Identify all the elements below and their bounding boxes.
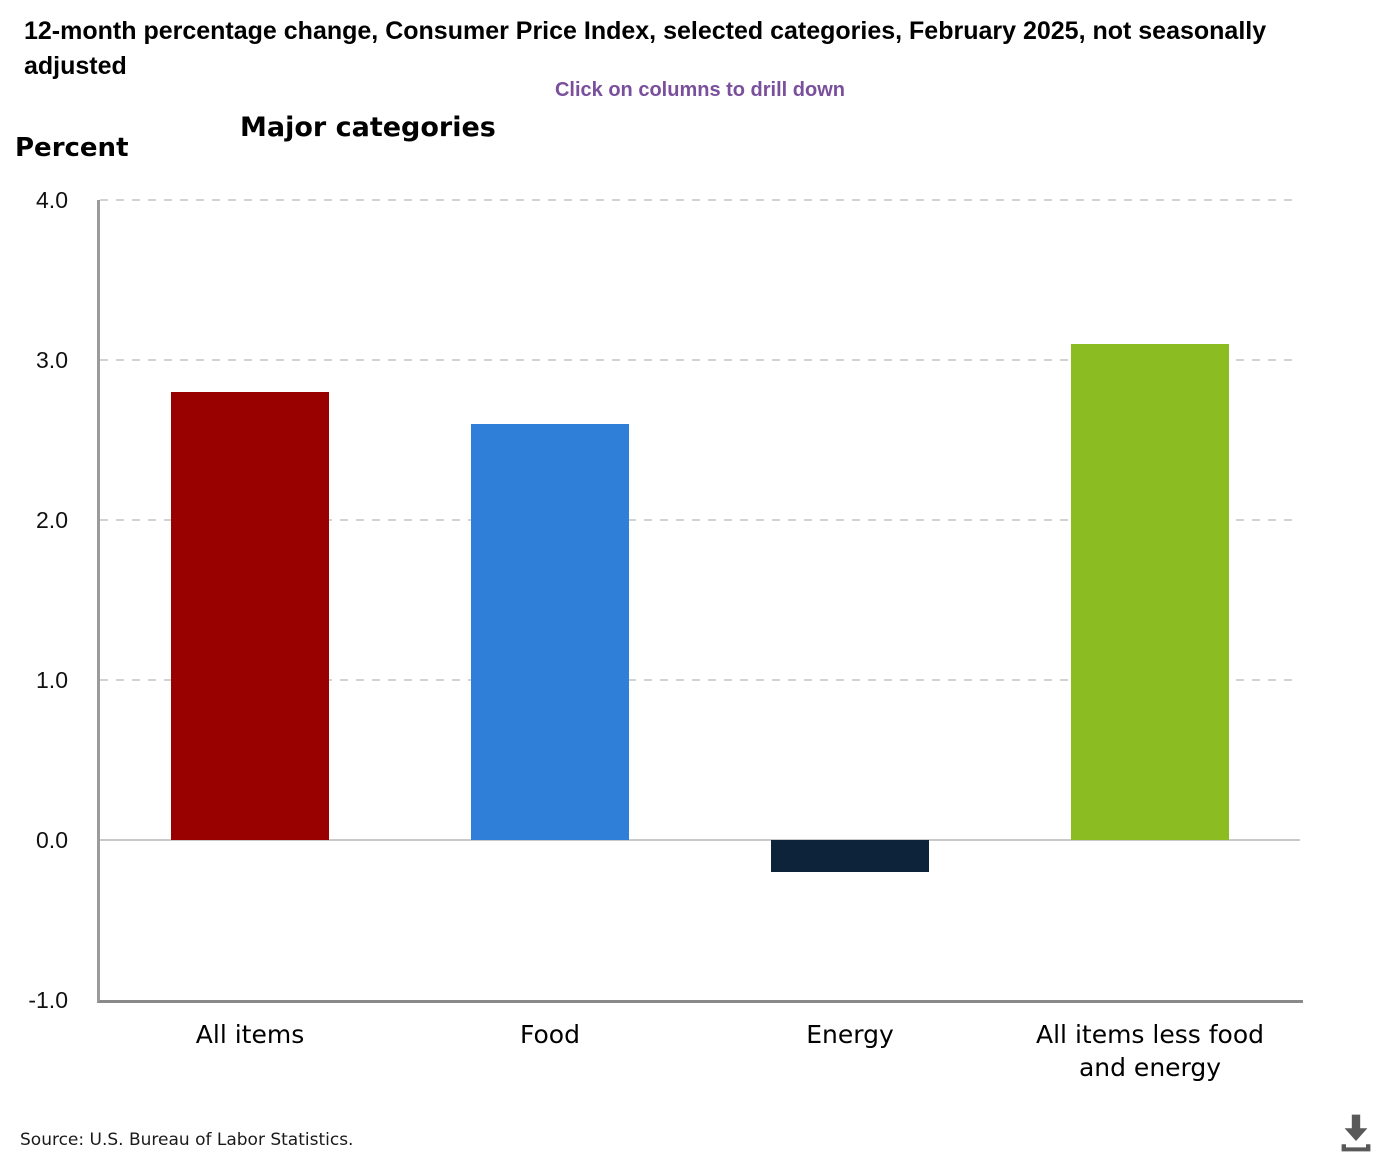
y-tick-3.0: 3.0 xyxy=(36,347,68,373)
gridline-y-2.0 xyxy=(100,519,1300,521)
y-tick-2.0: 2.0 xyxy=(36,507,68,533)
x-axis-labels: All items Food Energy All items less food a… xyxy=(100,1018,1301,1108)
page-title: 12-month percentage change, Consumer Pri… xyxy=(24,17,1267,80)
plot-area xyxy=(97,199,1303,1003)
x-label-all-items-less-food-and-energy: All items less food and energy xyxy=(1036,1020,1264,1082)
bar-all-items-less-food-and-energy[interactable] xyxy=(1071,344,1229,840)
download-button[interactable] xyxy=(1330,1106,1382,1158)
y-tick-1.0: 1.0 xyxy=(36,667,68,693)
y-tick-4.0: 4.0 xyxy=(36,187,68,213)
x-label-food: Food xyxy=(520,1020,580,1049)
y-tick--1.0: -1.0 xyxy=(28,987,68,1013)
x-label-energy: Energy xyxy=(806,1020,894,1049)
y-axis-title: Percent xyxy=(15,133,129,163)
y-tick-0.0: 0.0 xyxy=(36,827,68,853)
y-axis-labels: 4.0 3.0 2.0 1.0 0.0 -1.0 xyxy=(0,187,80,1013)
bar-food[interactable] xyxy=(471,424,629,840)
bar-energy[interactable] xyxy=(771,840,929,872)
bar-all-items[interactable] xyxy=(171,392,329,840)
gridline-y-0.0 xyxy=(100,839,1300,841)
source-note: Source: U.S. Bureau of Labor Statistics. xyxy=(20,1130,354,1150)
x-label-all-items: All items xyxy=(195,1020,305,1049)
download-icon xyxy=(1332,1114,1380,1158)
drilldown-hint: Click on columns to drill down xyxy=(554,79,845,101)
gridline-y-1.0 xyxy=(100,679,1300,681)
gridline-y-3.0 xyxy=(100,359,1300,361)
gridline-y-4.0 xyxy=(100,199,1300,201)
chart-title: Major categories xyxy=(240,112,496,143)
